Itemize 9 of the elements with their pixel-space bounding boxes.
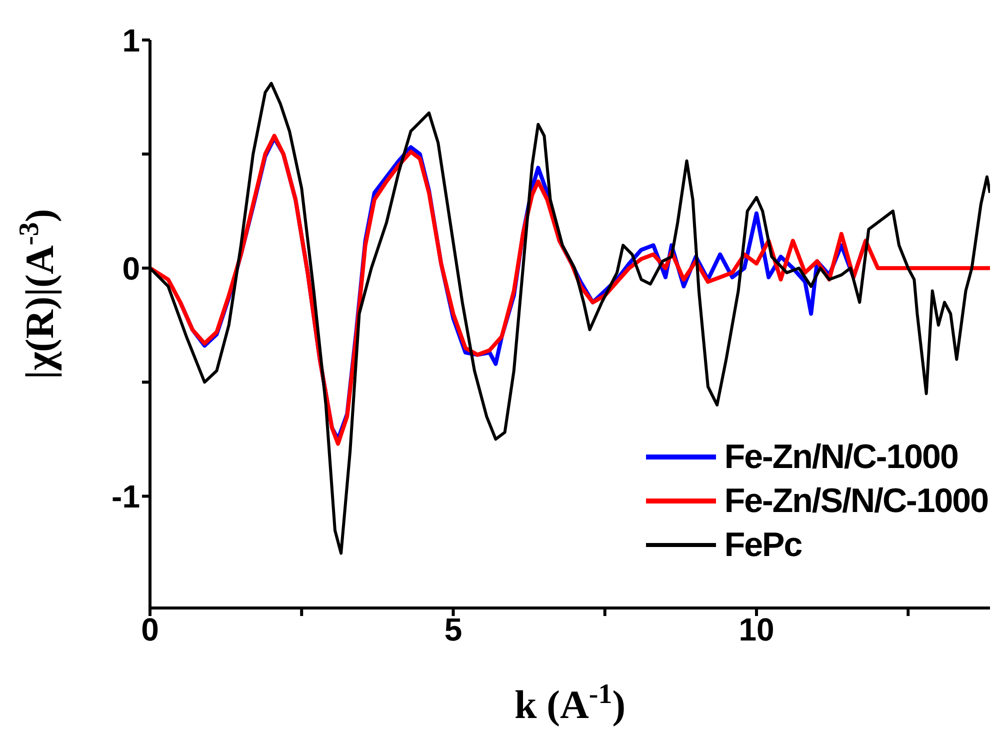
legend-label: Fe-Zn/N/C-1000 — [724, 438, 958, 476]
x-tick-label: 10 — [738, 612, 774, 648]
y-tick-label: -1 — [112, 478, 140, 515]
x-tick-label: 5 — [444, 612, 462, 648]
legend-label: FePc — [724, 526, 802, 564]
y-tick-label: 1 — [122, 22, 140, 58]
x-axis-title: k (A$^{-1}$) — [514, 678, 626, 727]
y-tick-label: 0 — [122, 250, 140, 286]
legend-label: Fe-Zn/S/N/C-1000 — [724, 482, 988, 520]
